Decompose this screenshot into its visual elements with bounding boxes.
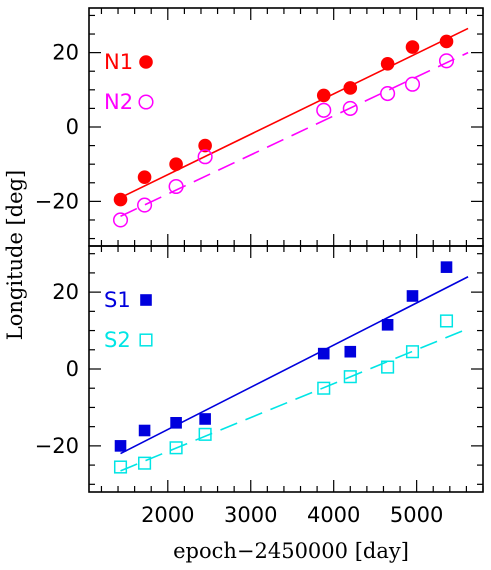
y-tick-label: 20 xyxy=(52,280,79,304)
data-point-s1 xyxy=(199,413,211,425)
fit-line-n2 xyxy=(120,51,469,217)
legend-marker-n2 xyxy=(138,94,154,110)
x-tick-label: 4000 xyxy=(307,503,360,527)
data-point-n1 xyxy=(137,170,152,185)
data-point-s2 xyxy=(198,427,212,441)
data-point-n2 xyxy=(316,102,332,118)
data-point-s2 xyxy=(405,345,420,359)
data-point-s1 xyxy=(138,424,151,437)
legend-marker-s2 xyxy=(139,333,153,347)
legend-label-n1: N1 xyxy=(104,50,133,74)
legend-marker-s1 xyxy=(140,294,152,306)
data-point-s2 xyxy=(343,370,357,384)
data-point-n1 xyxy=(380,56,395,71)
data-point-n2 xyxy=(137,197,153,213)
y-tick-label: −20 xyxy=(35,189,79,213)
data-point-n1 xyxy=(343,81,358,95)
data-point-s2 xyxy=(138,456,152,470)
data-point-n1 xyxy=(113,192,128,207)
data-point-s1 xyxy=(344,345,357,358)
x-tick-label: 3000 xyxy=(224,503,277,527)
legend-label-s1: S1 xyxy=(104,288,131,312)
data-point-n2 xyxy=(438,53,455,69)
data-point-s1 xyxy=(317,347,330,360)
x-tick-label: 5000 xyxy=(390,503,443,527)
panel-bottom: −20 0 20 S1 S2 xyxy=(35,245,484,493)
x-axis-title: epoch−2450000 [day] xyxy=(173,539,409,563)
x-tick-label: 2000 xyxy=(141,503,194,527)
data-point-n2 xyxy=(404,76,421,92)
y-tick-label: 20 xyxy=(52,41,79,65)
data-point-s1 xyxy=(381,318,394,331)
data-point-s2 xyxy=(439,314,454,328)
legend-label-s2: S2 xyxy=(104,328,131,352)
data-point-s1 xyxy=(170,417,182,429)
data-point-n1 xyxy=(316,88,331,103)
data-point-n1 xyxy=(198,138,212,153)
data-point-s2 xyxy=(169,441,183,455)
panel-top: −20 0 20 N1 N2 xyxy=(35,7,484,247)
y-tick-label: 0 xyxy=(66,115,79,139)
data-point-s1 xyxy=(406,290,419,302)
data-point-n2 xyxy=(168,178,184,195)
data-point-n2 xyxy=(342,100,358,116)
y-tick-label: −20 xyxy=(35,434,79,458)
data-point-n1 xyxy=(405,40,420,54)
data-point-n1 xyxy=(439,34,454,49)
data-point-n2 xyxy=(197,149,213,165)
fit-line-s2 xyxy=(120,327,469,472)
data-point-s2 xyxy=(317,381,331,395)
data-point-s2 xyxy=(113,460,128,474)
y-tick-label: 0 xyxy=(66,357,79,381)
data-point-s1 xyxy=(114,440,127,452)
data-point-s1 xyxy=(440,261,453,273)
y-axis-title: Longitude [deg] xyxy=(3,170,27,340)
fit-line-n1 xyxy=(120,27,469,199)
legend-label-n2: N2 xyxy=(104,90,133,114)
data-point-n2 xyxy=(112,212,129,228)
data-point-n1 xyxy=(169,157,183,171)
data-point-s2 xyxy=(381,360,395,374)
legend-marker-n1 xyxy=(139,55,153,69)
data-point-n2 xyxy=(380,85,396,102)
